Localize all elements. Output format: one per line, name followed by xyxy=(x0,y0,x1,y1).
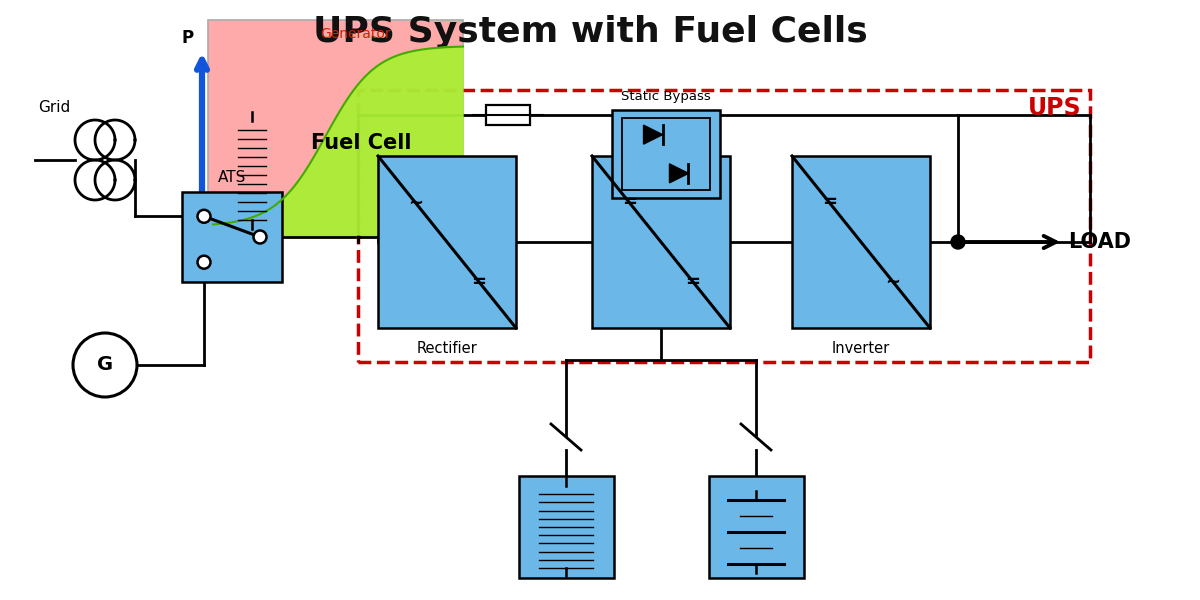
Text: Static Bypass: Static Bypass xyxy=(622,90,710,103)
FancyBboxPatch shape xyxy=(708,476,804,578)
FancyBboxPatch shape xyxy=(612,110,720,198)
FancyBboxPatch shape xyxy=(518,476,613,578)
Circle shape xyxy=(198,256,210,269)
FancyBboxPatch shape xyxy=(592,156,730,328)
Circle shape xyxy=(198,210,210,223)
FancyBboxPatch shape xyxy=(378,156,516,328)
Text: G: G xyxy=(97,355,113,374)
Text: =: = xyxy=(822,193,836,211)
Circle shape xyxy=(253,230,266,244)
Text: ATS: ATS xyxy=(218,170,246,185)
Text: ~: ~ xyxy=(408,193,422,211)
Text: =: = xyxy=(685,272,701,290)
Circle shape xyxy=(73,333,137,397)
Text: ~: ~ xyxy=(886,272,900,290)
FancyBboxPatch shape xyxy=(792,156,930,328)
Polygon shape xyxy=(208,46,463,235)
Text: P: P xyxy=(182,29,194,47)
FancyBboxPatch shape xyxy=(208,20,463,235)
Circle shape xyxy=(952,235,965,249)
Text: Fuel Cell: Fuel Cell xyxy=(311,133,412,152)
FancyBboxPatch shape xyxy=(486,105,530,125)
Text: UPS System with Fuel Cells: UPS System with Fuel Cells xyxy=(313,15,868,49)
Text: Grid: Grid xyxy=(38,100,71,115)
Text: =: = xyxy=(622,193,637,211)
Polygon shape xyxy=(670,164,689,183)
Text: Rectifier: Rectifier xyxy=(416,341,478,356)
FancyBboxPatch shape xyxy=(182,192,282,282)
Text: LOAD: LOAD xyxy=(1068,232,1132,252)
Text: Inverter: Inverter xyxy=(832,341,890,356)
Text: UPS: UPS xyxy=(1028,96,1082,120)
Text: =: = xyxy=(472,272,486,290)
Text: Generator: Generator xyxy=(320,28,391,41)
Polygon shape xyxy=(643,125,662,144)
